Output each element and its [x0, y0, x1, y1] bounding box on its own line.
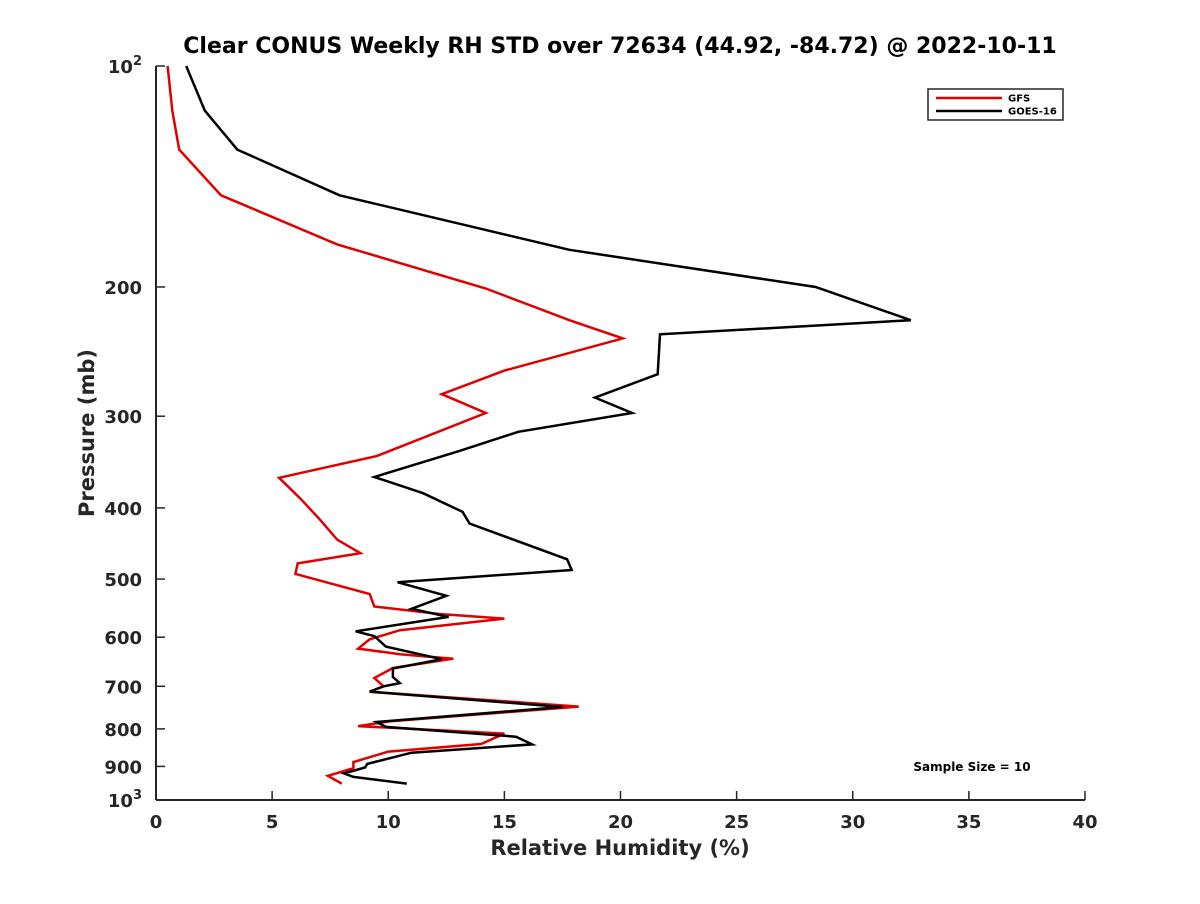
sample-size-annotation: Sample Size = 10: [913, 760, 1030, 774]
y-tick-label: 600: [104, 628, 142, 649]
y-tick-label: 300: [104, 407, 142, 428]
x-tick-label: 5: [266, 812, 279, 833]
x-axis-label: Relative Humidity (%): [490, 836, 749, 860]
y-axis-ticks: 102 200 300 400 500 600 700 800 900 103: [104, 54, 165, 812]
x-axis-ticks: 0 5 10 15 20 25 30 35 40: [150, 791, 1098, 833]
y-tick-label: 400: [104, 499, 142, 520]
series-line-gfs: [166, 65, 628, 785]
legend: GFS GOES-16: [927, 88, 1064, 121]
legend-label: GFS: [1008, 94, 1030, 105]
series-lines: [166, 65, 912, 785]
x-tick-label: 0: [150, 812, 163, 833]
chart-title: Clear CONUS Weekly RH STD over 72634 (44…: [183, 34, 1056, 59]
legend-box: [927, 88, 1064, 121]
x-tick-label: 25: [724, 812, 749, 833]
x-tick-label: 40: [1072, 812, 1097, 833]
y-tick-label: 102: [108, 54, 142, 78]
x-tick-label: 15: [492, 812, 517, 833]
legend-label: GOES-16: [1008, 107, 1057, 118]
x-tick-label: 35: [956, 812, 981, 833]
y-tick-label: 500: [104, 570, 142, 591]
x-tick-label: 30: [840, 812, 865, 833]
y-tick-label: 103: [108, 788, 142, 812]
y-axis-label: Pressure (mb): [75, 349, 99, 517]
x-tick-label: 10: [376, 812, 401, 833]
y-tick-label: 800: [104, 720, 142, 741]
series-line-goes-16: [185, 65, 912, 785]
y-tick-label: 900: [104, 757, 142, 778]
x-tick-label: 20: [608, 812, 633, 833]
y-tick-label: 700: [104, 677, 142, 698]
y-tick-label: 200: [104, 278, 142, 299]
